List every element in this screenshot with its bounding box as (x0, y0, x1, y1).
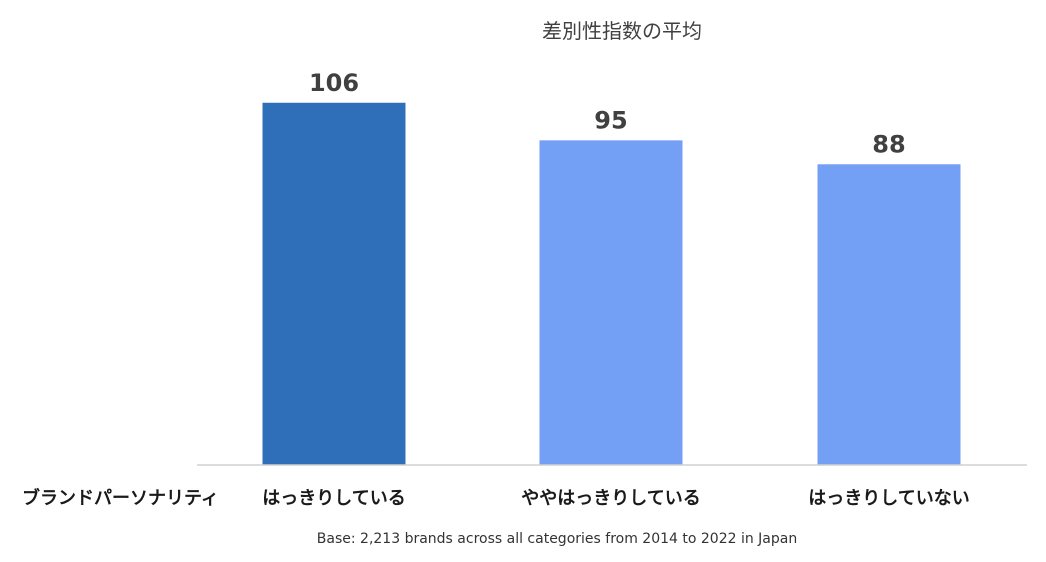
category-labels-group: はっきりしている ややはっきりしている はっきりしていない (262, 488, 969, 509)
category-label-2: ややはっきりしている (521, 488, 700, 509)
bar-3 (817, 164, 961, 465)
bars-group (262, 102, 961, 465)
bar-2 (539, 140, 683, 465)
value-label-3: 88 (872, 130, 905, 158)
value-label-2: 95 (594, 106, 627, 134)
category-label-3: はっきりしていない (808, 488, 969, 509)
chart-title: 差別性指数の平均 (542, 19, 702, 43)
category-label-1: はっきりしている (262, 488, 405, 509)
value-labels-group: 106 95 88 (309, 69, 906, 159)
x-axis-title: ブランドパーソナリティ (22, 487, 219, 509)
value-label-1: 106 (309, 69, 359, 97)
bar-1 (262, 102, 406, 465)
footnote: Base: 2,213 brands across all categories… (317, 531, 797, 547)
